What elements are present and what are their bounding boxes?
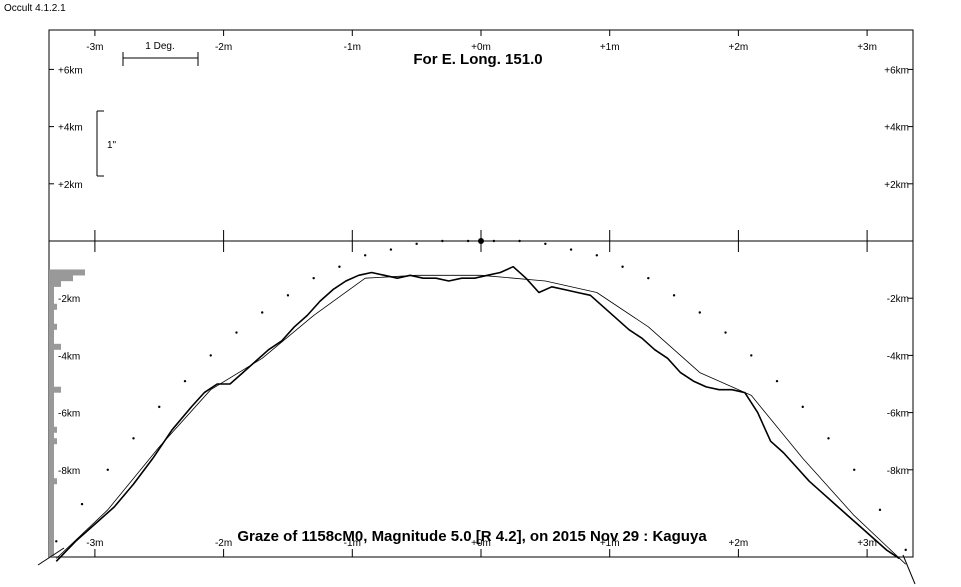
limb-dot <box>775 379 779 383</box>
histogram-bar <box>49 323 57 330</box>
upper-y-tick-label-left: +6km <box>58 65 83 76</box>
scale-bars: 1 Deg. 1" <box>96 41 199 177</box>
limb-dot <box>466 239 470 243</box>
limb-dot <box>235 331 238 334</box>
limb-dot <box>132 437 135 440</box>
x-tick-label-bottom: -2m <box>215 538 232 549</box>
lower-y-tick-label-left: -6km <box>58 409 80 420</box>
histogram-bar <box>49 360 53 367</box>
limb-dot <box>621 265 624 268</box>
limb-dot <box>801 405 804 409</box>
limb-dot <box>853 468 856 471</box>
center-marker-dot <box>478 238 484 244</box>
histogram-bar <box>49 386 61 393</box>
lower-y-tick-label-left: -2km <box>58 294 80 305</box>
lower-y-tick-label-right: -4km <box>887 351 909 362</box>
limb-dot <box>569 248 573 251</box>
lower-y-tick-label-right: -2km <box>887 294 909 305</box>
chart-title: For E. Long. 151.0 <box>413 51 542 68</box>
vertical-scale-label: 1" <box>107 140 117 151</box>
lower-y-tick-label-left: -4km <box>58 351 80 362</box>
limb-dot <box>106 468 109 471</box>
limb-dot <box>544 242 547 246</box>
limb-dot <box>209 354 212 357</box>
upper-y-tick-label-right: +2km <box>884 180 909 191</box>
x-tick-label-bottom: +0m <box>471 538 491 549</box>
x-tick-label-top: -3m <box>86 42 103 53</box>
app-title: Occult 4.1.2.1 <box>4 3 66 14</box>
limb-dot <box>415 242 418 246</box>
limb-dot <box>904 548 907 552</box>
upper-y-tick-label-left: +4km <box>58 123 83 134</box>
profile-line <box>55 265 900 562</box>
x-tick-label-top: +0m <box>471 42 491 53</box>
x-tick-label-bottom: -3m <box>86 538 103 549</box>
x-tick-label-top: +2m <box>729 42 749 53</box>
limb-dot <box>363 254 367 257</box>
x-tick-label-bottom: +1m <box>600 538 620 549</box>
upper-tick-group: -3m -2m -1m +0m +1m +2m +3m +6km +6km +4km +4km +2k… <box>49 30 913 252</box>
x-tick-label-top: +3m <box>857 42 877 53</box>
lower-y-tick-label-left: -8km <box>58 466 80 477</box>
lower-y-tick-label-right: -6km <box>887 409 909 420</box>
limb-dot <box>672 294 676 297</box>
deg-scale-label: 1 Deg. <box>145 41 174 52</box>
plot-frame <box>48 29 914 558</box>
series-group <box>55 238 907 565</box>
histogram-base <box>49 269 54 557</box>
upper-y-tick-label-right: +6km <box>884 65 909 76</box>
corner-line-left <box>37 547 65 566</box>
limb-dot <box>595 254 599 257</box>
histogram-bar <box>49 438 57 445</box>
limb-dot <box>492 239 496 243</box>
histogram-bar <box>49 280 61 287</box>
x-tick-label-bottom: -1m <box>344 538 361 549</box>
lower-tick-group: -3m -2m -1m +0m +1m +2m +3m -2km -2km -4km -4km -6k… <box>49 294 913 557</box>
limb-dot <box>518 239 521 243</box>
x-tick-label-bottom: +3m <box>857 538 877 549</box>
histogram-bar <box>49 303 57 310</box>
limb-dot <box>286 294 290 297</box>
histogram-bar <box>49 478 57 485</box>
upper-y-tick-label-left: +2km <box>58 180 83 191</box>
limb-dot <box>158 405 161 409</box>
limb-dot <box>80 502 84 506</box>
limb-dot <box>389 248 393 251</box>
smooth-profile-line <box>56 274 906 565</box>
limb-dot <box>750 354 753 357</box>
limb-dot <box>724 331 727 334</box>
lower-y-tick-label-right: -8km <box>887 466 909 477</box>
limb-dot <box>827 437 830 440</box>
limb-dot <box>441 239 444 243</box>
limb-dot <box>698 311 701 314</box>
x-tick-label-top: -2m <box>215 42 232 53</box>
x-tick-label-bottom: +2m <box>729 538 749 549</box>
corner-line-right <box>902 554 916 585</box>
histogram-bar <box>49 343 61 350</box>
limb-dot <box>312 276 315 280</box>
chart-caption: Graze of 1158cM0, Magnitude 5.0 [R 4.2],… <box>237 528 707 545</box>
limb-dot <box>183 379 187 383</box>
histogram-bar <box>49 269 85 276</box>
histogram-bar <box>49 275 73 282</box>
limb-dot <box>878 508 882 512</box>
limb-dot <box>261 311 264 314</box>
limb-dot <box>647 276 650 280</box>
upper-y-tick-label-right: +4km <box>884 123 909 134</box>
histogram-bar <box>49 458 53 465</box>
x-tick-label-top: +1m <box>600 42 620 53</box>
limb-dot <box>338 265 341 268</box>
histogram-group <box>49 269 85 557</box>
histogram-bar <box>49 426 57 433</box>
limb-dot <box>55 540 58 543</box>
x-tick-label-top: -1m <box>344 42 361 53</box>
